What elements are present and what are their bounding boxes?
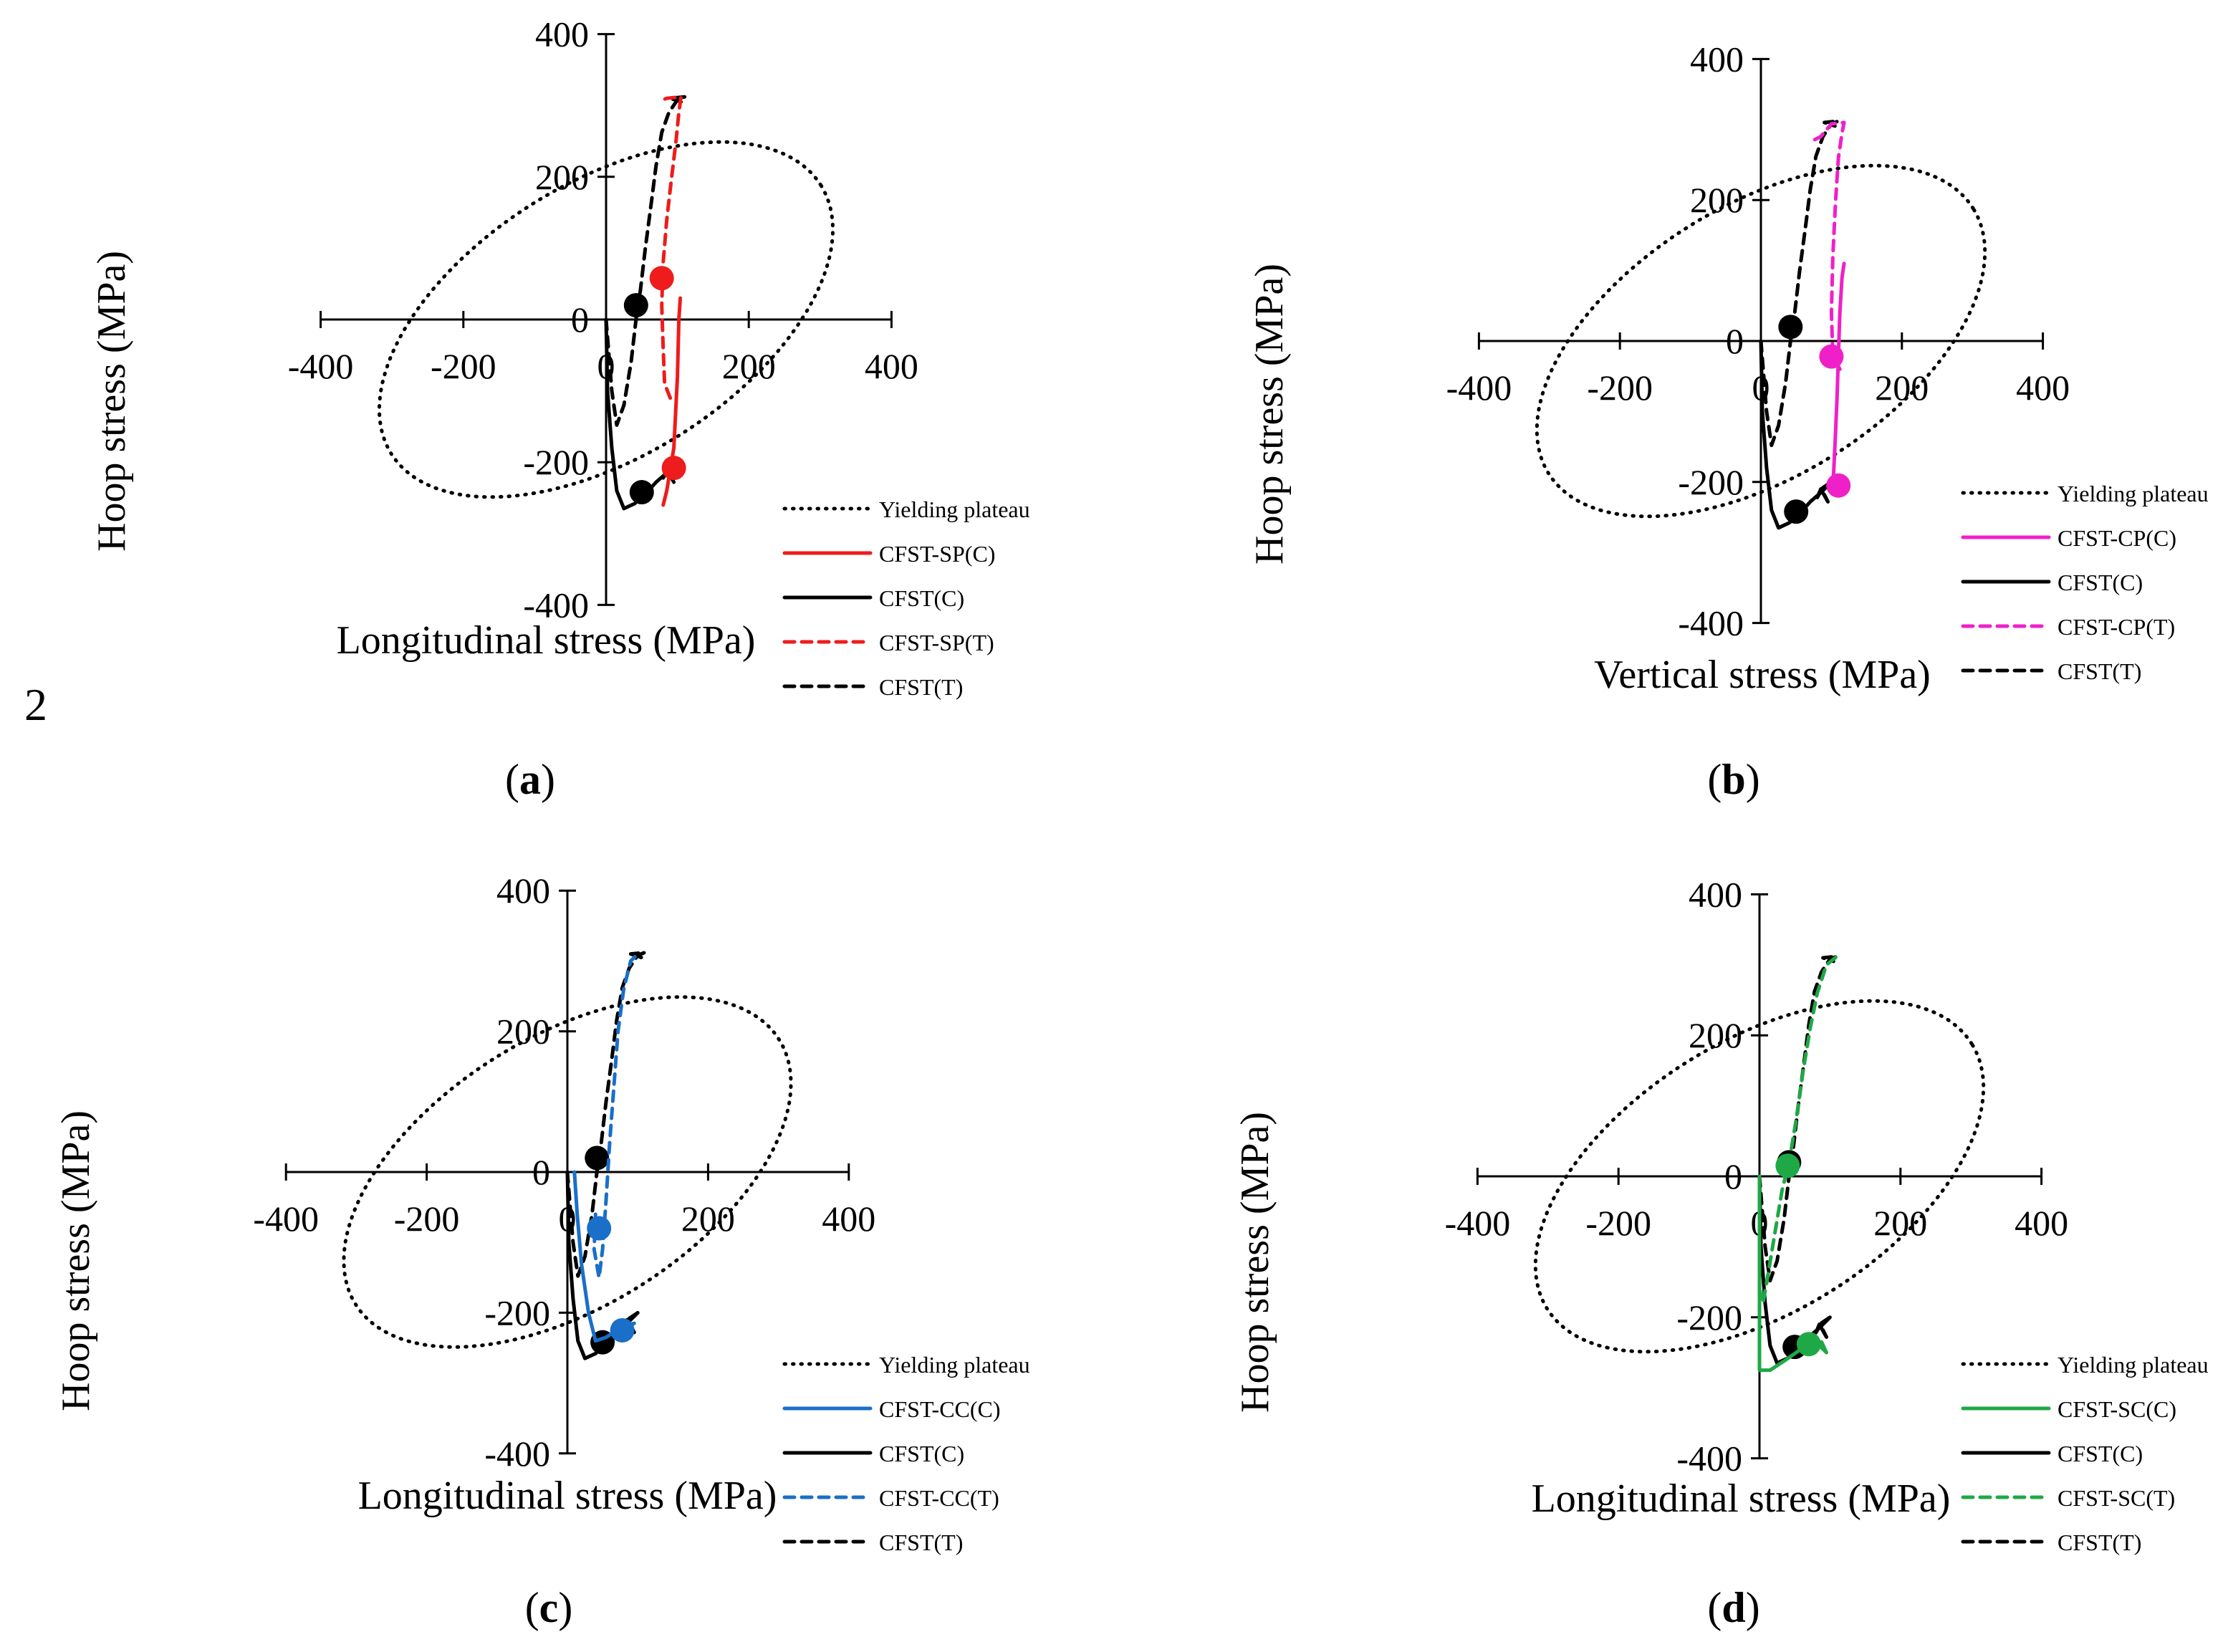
series-cfst-cp-t [1812, 120, 1846, 371]
x-tick-label: 400 [865, 346, 918, 386]
series-cfst-sp-t-marker [649, 266, 674, 291]
y-tick-label: 400 [1690, 39, 1744, 79]
legend-entry: CFST-SC(T) [2057, 1485, 2175, 1511]
legend-entry: CFST(C) [879, 1441, 964, 1466]
chart-panel-c: -400 -200 0 200 400-400-2000200400Longitudin… [54, 870, 1030, 1631]
series-cfst-t [565, 951, 647, 1278]
x-tick-label: 400 [2016, 368, 2070, 408]
legend-entry: CFST-SP(C) [879, 541, 995, 567]
x-tick-label: -200 [431, 346, 496, 386]
y-axis-title: Hoop stress (MPa) [90, 251, 134, 552]
x-tick-label: -200 [1587, 368, 1653, 408]
panel-label: (b) [1707, 756, 1759, 803]
y-tick-label: 0 [532, 1152, 550, 1192]
legend-entry: Yielding plateau [2057, 481, 2209, 506]
chart-panel-d: -400 -200 0 200 400-400-2000200400Longitudin… [1233, 874, 2209, 1631]
series-cfst-cc-t-marker [587, 1216, 612, 1241]
y-tick-label: -400 [523, 585, 589, 625]
legend-entry: CFST-CP(T) [2057, 614, 2175, 640]
x-tick-label: -400 [253, 1199, 319, 1239]
x-tick-label: 400 [2015, 1203, 2068, 1243]
y-axis-title: Hoop stress (MPa) [54, 1110, 98, 1411]
y-tick-label: -400 [1678, 603, 1744, 643]
series-cfst-sc-t-marker [1775, 1153, 1800, 1178]
series-yielding-plateau [342, 995, 793, 1349]
legend-entry: CFST(T) [2057, 658, 2141, 684]
series-cfst-sc-c [1757, 1174, 1828, 1373]
series-cfst-sp-t [658, 95, 683, 400]
y-tick-label: 200 [535, 157, 589, 197]
series-cfst-sp-c [661, 296, 683, 507]
series-cfst-t-marker [1778, 314, 1803, 340]
legend-entry: CFST(T) [2057, 1529, 2141, 1555]
legend-entry: Yielding plateau [2057, 1352, 2209, 1378]
x-axis-title: Longitudinal stress (MPa) [1532, 1476, 1951, 1521]
x-tick-label: -400 [1446, 368, 1512, 408]
y-tick-label: -200 [1676, 1297, 1742, 1338]
series-yielding-plateau [1533, 999, 1986, 1354]
legend-entry: CFST(C) [2057, 570, 2143, 595]
series-cfst-sp-c-marker [661, 456, 686, 481]
series-yielding-plateau [1535, 163, 1987, 519]
legend-entry: Yielding plateau [879, 496, 1030, 522]
y-tick-label: -200 [1678, 462, 1744, 502]
series-cfst-cc-t [592, 952, 640, 1279]
series-cfst-c-marker [629, 480, 654, 505]
x-tick-label: 200 [1873, 1203, 1927, 1243]
legend-entry: CFST(C) [879, 585, 964, 611]
series-cfst-t [1759, 119, 1840, 448]
chart-panel-a: -400 -200 0 200 400-400-2000200400Longitudin… [90, 14, 1030, 803]
x-tick-label: 400 [822, 1199, 875, 1239]
legend-entry: CFST(T) [879, 1529, 963, 1555]
x-axis-title: Longitudinal stress (MPa) [337, 618, 756, 663]
y-tick-label: 0 [1726, 321, 1744, 361]
y-tick-label: -200 [484, 1292, 550, 1332]
series-cfst-c [1759, 339, 1833, 530]
y-tick-label: -200 [523, 442, 589, 482]
series-cfst-cp-c-marker [1826, 473, 1851, 498]
legend-entry: CFST-CC(C) [879, 1396, 1001, 1422]
y-tick-label: 0 [571, 299, 589, 340]
panel-label: (a) [505, 756, 555, 803]
legend-entry: CFST(C) [2057, 1441, 2143, 1466]
y-tick-label: 400 [1689, 874, 1742, 914]
series-cfst-cc-c-marker [610, 1317, 635, 1343]
y-axis-title: Hoop stress (MPa) [1247, 264, 1292, 565]
legend-entry: CFST-CC(T) [879, 1485, 999, 1511]
margin-label: 2 [24, 679, 47, 730]
series-yielding-plateau [378, 140, 835, 499]
series-cfst-cp-c [1830, 261, 1846, 491]
x-tick-label: -200 [1585, 1203, 1651, 1243]
x-tick-label: 200 [1875, 368, 1929, 408]
legend-entry: CFST(T) [879, 674, 963, 700]
y-axis-title: Hoop stress (MPa) [1233, 1112, 1277, 1413]
x-tick-label: -400 [288, 346, 354, 386]
series-cfst-sc-t [1757, 954, 1839, 1305]
y-tick-label: 400 [496, 870, 550, 911]
panel-label: (c) [525, 1584, 573, 1631]
legend-entry: CFST-SP(T) [879, 630, 994, 655]
y-tick-label: -400 [1676, 1439, 1742, 1479]
legend-entry: Yielding plateau [879, 1352, 1030, 1378]
series-cfst-t-marker [585, 1146, 610, 1171]
x-tick-label: -400 [1445, 1203, 1511, 1243]
y-tick-label: 0 [1724, 1156, 1742, 1196]
panel-label: (d) [1707, 1584, 1759, 1631]
legend-entry: CFST-SC(C) [2057, 1396, 2176, 1422]
x-axis-title: Vertical stress (MPa) [1594, 653, 1931, 697]
x-tick-label: -200 [394, 1199, 460, 1239]
series-cfst-t [604, 95, 687, 427]
x-axis-title: Longitudinal stress (MPa) [358, 1474, 777, 1518]
series-cfst-c-marker [1784, 499, 1809, 524]
series-cfst-t-marker [623, 293, 648, 318]
series-cfst-cp-t-marker [1819, 344, 1844, 369]
y-tick-label: -400 [484, 1434, 550, 1474]
series-cfst-t [1757, 954, 1839, 1283]
legend-entry: CFST-CP(C) [2057, 525, 2176, 551]
series-cfst-sc-c-marker [1796, 1332, 1821, 1357]
y-tick-label: 400 [535, 14, 589, 54]
